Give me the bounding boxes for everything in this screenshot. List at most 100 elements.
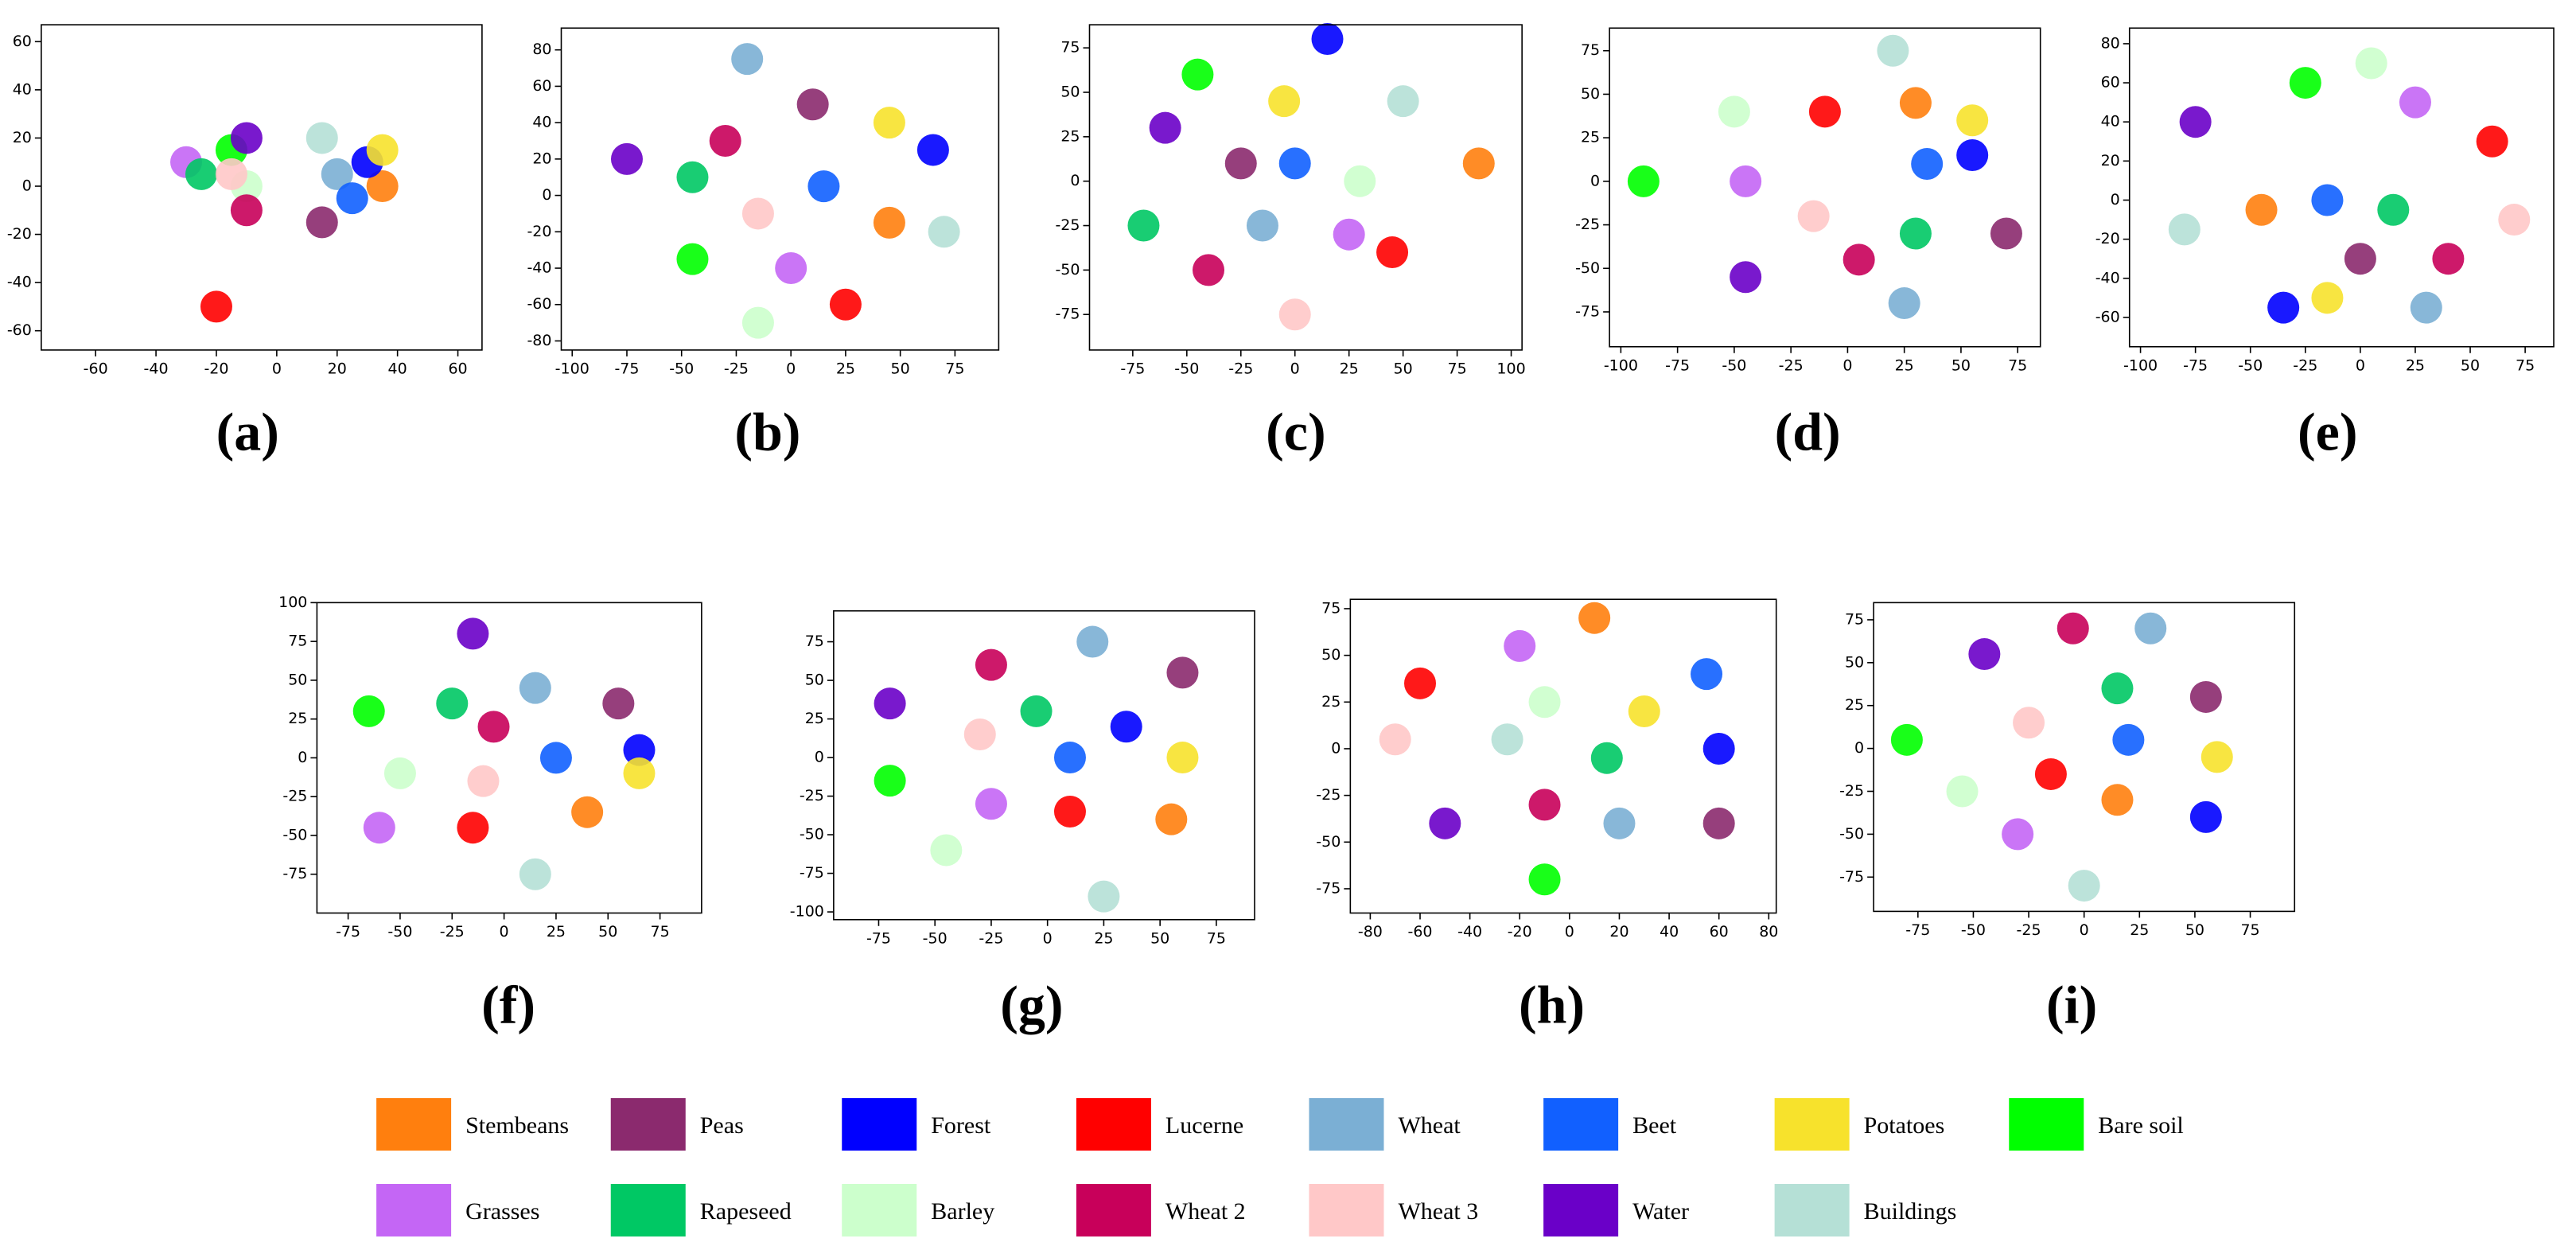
y-tick-label: 50 <box>1321 646 1341 664</box>
cluster-point <box>539 742 572 774</box>
cluster-point <box>2355 47 2387 80</box>
y-tick-label: 75 <box>1845 610 1864 628</box>
cluster-point <box>873 107 905 139</box>
cluster-point <box>2112 723 2145 756</box>
x-tick-label: -20 <box>1508 923 1532 940</box>
cluster-point <box>2245 193 2278 226</box>
x-tick-label: -50 <box>1174 360 1199 377</box>
y-tick-label: 40 <box>532 114 551 131</box>
cluster-point <box>1627 165 1660 197</box>
x-tick-label: -25 <box>440 923 465 940</box>
y-tick-label: -75 <box>1575 302 1600 320</box>
cluster-point <box>1528 789 1561 821</box>
y-tick-label: 50 <box>805 672 824 689</box>
cluster-point <box>1333 218 1365 251</box>
y-tick-label: -75 <box>1316 879 1341 897</box>
y-tick-label: 25 <box>1581 129 1600 146</box>
cluster-point <box>1076 625 1109 658</box>
cluster-point <box>731 43 764 76</box>
cluster-point <box>1155 803 1188 835</box>
x-tick-label: -100 <box>555 360 590 377</box>
cluster-point <box>1990 217 2022 250</box>
x-tick-label: 75 <box>2008 356 2027 374</box>
y-tick-label: -20 <box>7 225 32 243</box>
cluster-point <box>200 290 232 323</box>
x-tick-label: 80 <box>1759 923 1778 940</box>
y-tick-label: 25 <box>1060 127 1080 145</box>
cluster-point <box>676 243 709 275</box>
cluster-point <box>1946 775 1979 808</box>
cluster-point <box>571 796 604 828</box>
panel: -75 -50 -25 0 25 50 75 100 -75 -50 -25 0 25 50 75 <box>1055 22 1526 377</box>
cluster-point <box>383 757 416 789</box>
axes-frame <box>2128 27 2555 348</box>
x-tick-label: -100 <box>1604 356 1638 374</box>
cluster-point <box>2311 282 2344 314</box>
y-tick-label: 25 <box>1845 696 1864 714</box>
cluster-point <box>2377 193 2410 226</box>
cluster-point <box>916 134 949 166</box>
panel-label: (b) <box>734 401 800 461</box>
legend-swatch <box>1774 1183 1850 1236</box>
cluster-point <box>352 695 385 727</box>
cluster-point <box>230 194 263 227</box>
legend-swatch <box>610 1183 686 1236</box>
cluster-point <box>796 88 829 121</box>
x-tick-label: 50 <box>1394 360 1413 377</box>
cluster-point <box>1843 243 1875 276</box>
axes-frame <box>1609 27 2041 348</box>
x-tick-label: -75 <box>866 929 891 947</box>
y-tick-label: -40 <box>2095 269 2120 286</box>
cluster-point <box>1387 85 1419 118</box>
cluster-point <box>1702 807 1735 839</box>
cluster-point <box>2101 672 2134 705</box>
y-tick-label: -75 <box>1839 868 1864 886</box>
legend-label: Wheat <box>1398 1112 1461 1139</box>
cluster-point <box>1110 711 1142 743</box>
cluster-point <box>1730 261 1762 294</box>
legend-label: Grasses <box>465 1198 539 1225</box>
y-tick-label: 0 <box>22 177 32 194</box>
y-tick-label: 60 <box>532 77 551 95</box>
panel: -100 -75 -50 -25 0 25 50 75 -80 -60 -40 -20 0 20 40 60 8… <box>527 27 1000 377</box>
cluster-point <box>1404 667 1437 699</box>
cluster-point <box>1528 863 1561 896</box>
y-tick-label: -75 <box>1055 306 1080 323</box>
cluster-point <box>1224 147 1257 180</box>
cluster-point <box>928 216 960 248</box>
cluster-point <box>1968 638 2001 671</box>
cluster-point <box>2034 757 2067 790</box>
y-tick-label: -50 <box>800 826 824 843</box>
cluster-point <box>676 161 709 193</box>
y-tick-label: -50 <box>282 826 307 843</box>
cluster-point <box>2399 86 2431 119</box>
cluster-point <box>1797 200 1830 232</box>
legend-swatch <box>1543 1098 1619 1151</box>
y-tick-label: -60 <box>527 295 551 313</box>
cluster-point <box>874 765 906 797</box>
y-tick-label: 60 <box>13 33 32 50</box>
x-tick-label: -50 <box>1961 921 1986 939</box>
legend-label: Bare soil <box>2098 1112 2183 1139</box>
cluster-point <box>1311 22 1344 55</box>
x-tick-label: -25 <box>1228 360 1253 377</box>
x-tick-label: -20 <box>204 360 228 377</box>
cluster-point <box>930 834 963 867</box>
y-tick-label: -25 <box>1316 786 1341 804</box>
y-tick-label: -40 <box>7 274 32 291</box>
cluster-point <box>457 812 489 844</box>
panel-label: (f) <box>481 975 535 1035</box>
cluster-point <box>610 142 643 175</box>
y-tick-label: -40 <box>527 259 551 277</box>
cluster-point <box>1268 85 1301 118</box>
x-tick-label: 100 <box>1496 360 1525 377</box>
cluster-point <box>2189 680 2222 713</box>
legend-swatch <box>1309 1098 1384 1151</box>
cluster-point <box>874 687 906 720</box>
x-tick-label: -75 <box>2183 356 2208 374</box>
y-tick-label: 0 <box>1590 172 1600 189</box>
cluster-point <box>1899 87 1932 119</box>
y-tick-label: 0 <box>815 749 824 766</box>
y-tick-label: 80 <box>2101 34 2120 52</box>
y-tick-label: 75 <box>1581 41 1600 59</box>
